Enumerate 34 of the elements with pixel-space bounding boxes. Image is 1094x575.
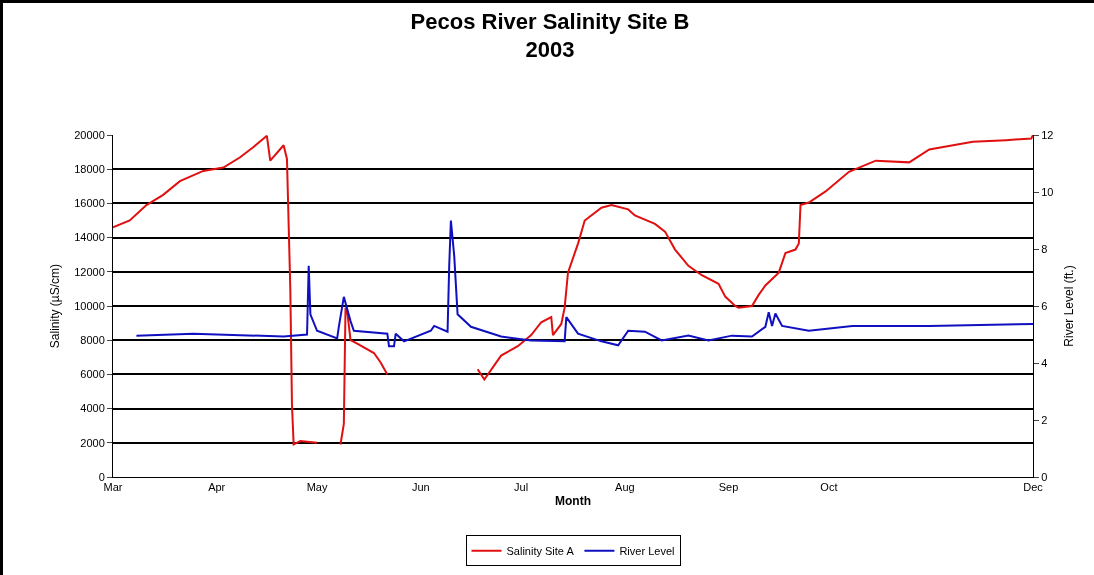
x-axis-title: Month bbox=[555, 494, 591, 509]
y-tick-label: 4000 bbox=[80, 402, 105, 415]
x-tick-label: Dec bbox=[1023, 481, 1044, 494]
y2-tick-label: 8 bbox=[1041, 242, 1048, 255]
y-axis-title: Salinity (µS/cm) bbox=[47, 263, 62, 349]
line-series bbox=[135, 219, 1033, 348]
y2-tick-label: 4 bbox=[1041, 356, 1048, 369]
y-tick-label: 16000 bbox=[74, 197, 105, 210]
chart-title: Pecos River Salinity Site B 2003 bbox=[410, 8, 690, 63]
y-tick-label: 6000 bbox=[80, 368, 105, 381]
y2-tick-label: 10 bbox=[1041, 185, 1054, 198]
y-tick-label: 2000 bbox=[80, 436, 105, 449]
x-tick-label: Oct bbox=[820, 481, 838, 494]
x-tick-label: Aug bbox=[615, 481, 635, 494]
y-tick-label: 10000 bbox=[74, 299, 105, 312]
x-tick-label: Sep bbox=[718, 481, 739, 494]
x-tick-label: Apr bbox=[208, 481, 226, 494]
y2-tick-label: 6 bbox=[1041, 299, 1048, 312]
y2-tick-label: 12 bbox=[1041, 128, 1054, 141]
x-tick-label: May bbox=[306, 481, 328, 494]
y-tick-label: 18000 bbox=[74, 163, 105, 176]
x-tick-label: Jun bbox=[411, 481, 430, 494]
y2-tick-label: 0 bbox=[1041, 470, 1048, 483]
y-tick-label: 0 bbox=[98, 470, 105, 483]
y2-axis-title: River Level (ft.) bbox=[1062, 265, 1077, 347]
legend-label: Salinity Site A bbox=[506, 544, 575, 557]
x-tick-label: Jul bbox=[514, 481, 529, 494]
y-tick-label: 20000 bbox=[74, 128, 105, 141]
y2-tick-label: 2 bbox=[1041, 413, 1048, 426]
y-tick-label: 12000 bbox=[74, 265, 105, 278]
legend-label: River Level bbox=[619, 544, 675, 557]
y-tick-label: 8000 bbox=[80, 334, 105, 347]
y-tick-label: 14000 bbox=[74, 231, 105, 244]
x-tick-label: Mar bbox=[103, 481, 123, 494]
